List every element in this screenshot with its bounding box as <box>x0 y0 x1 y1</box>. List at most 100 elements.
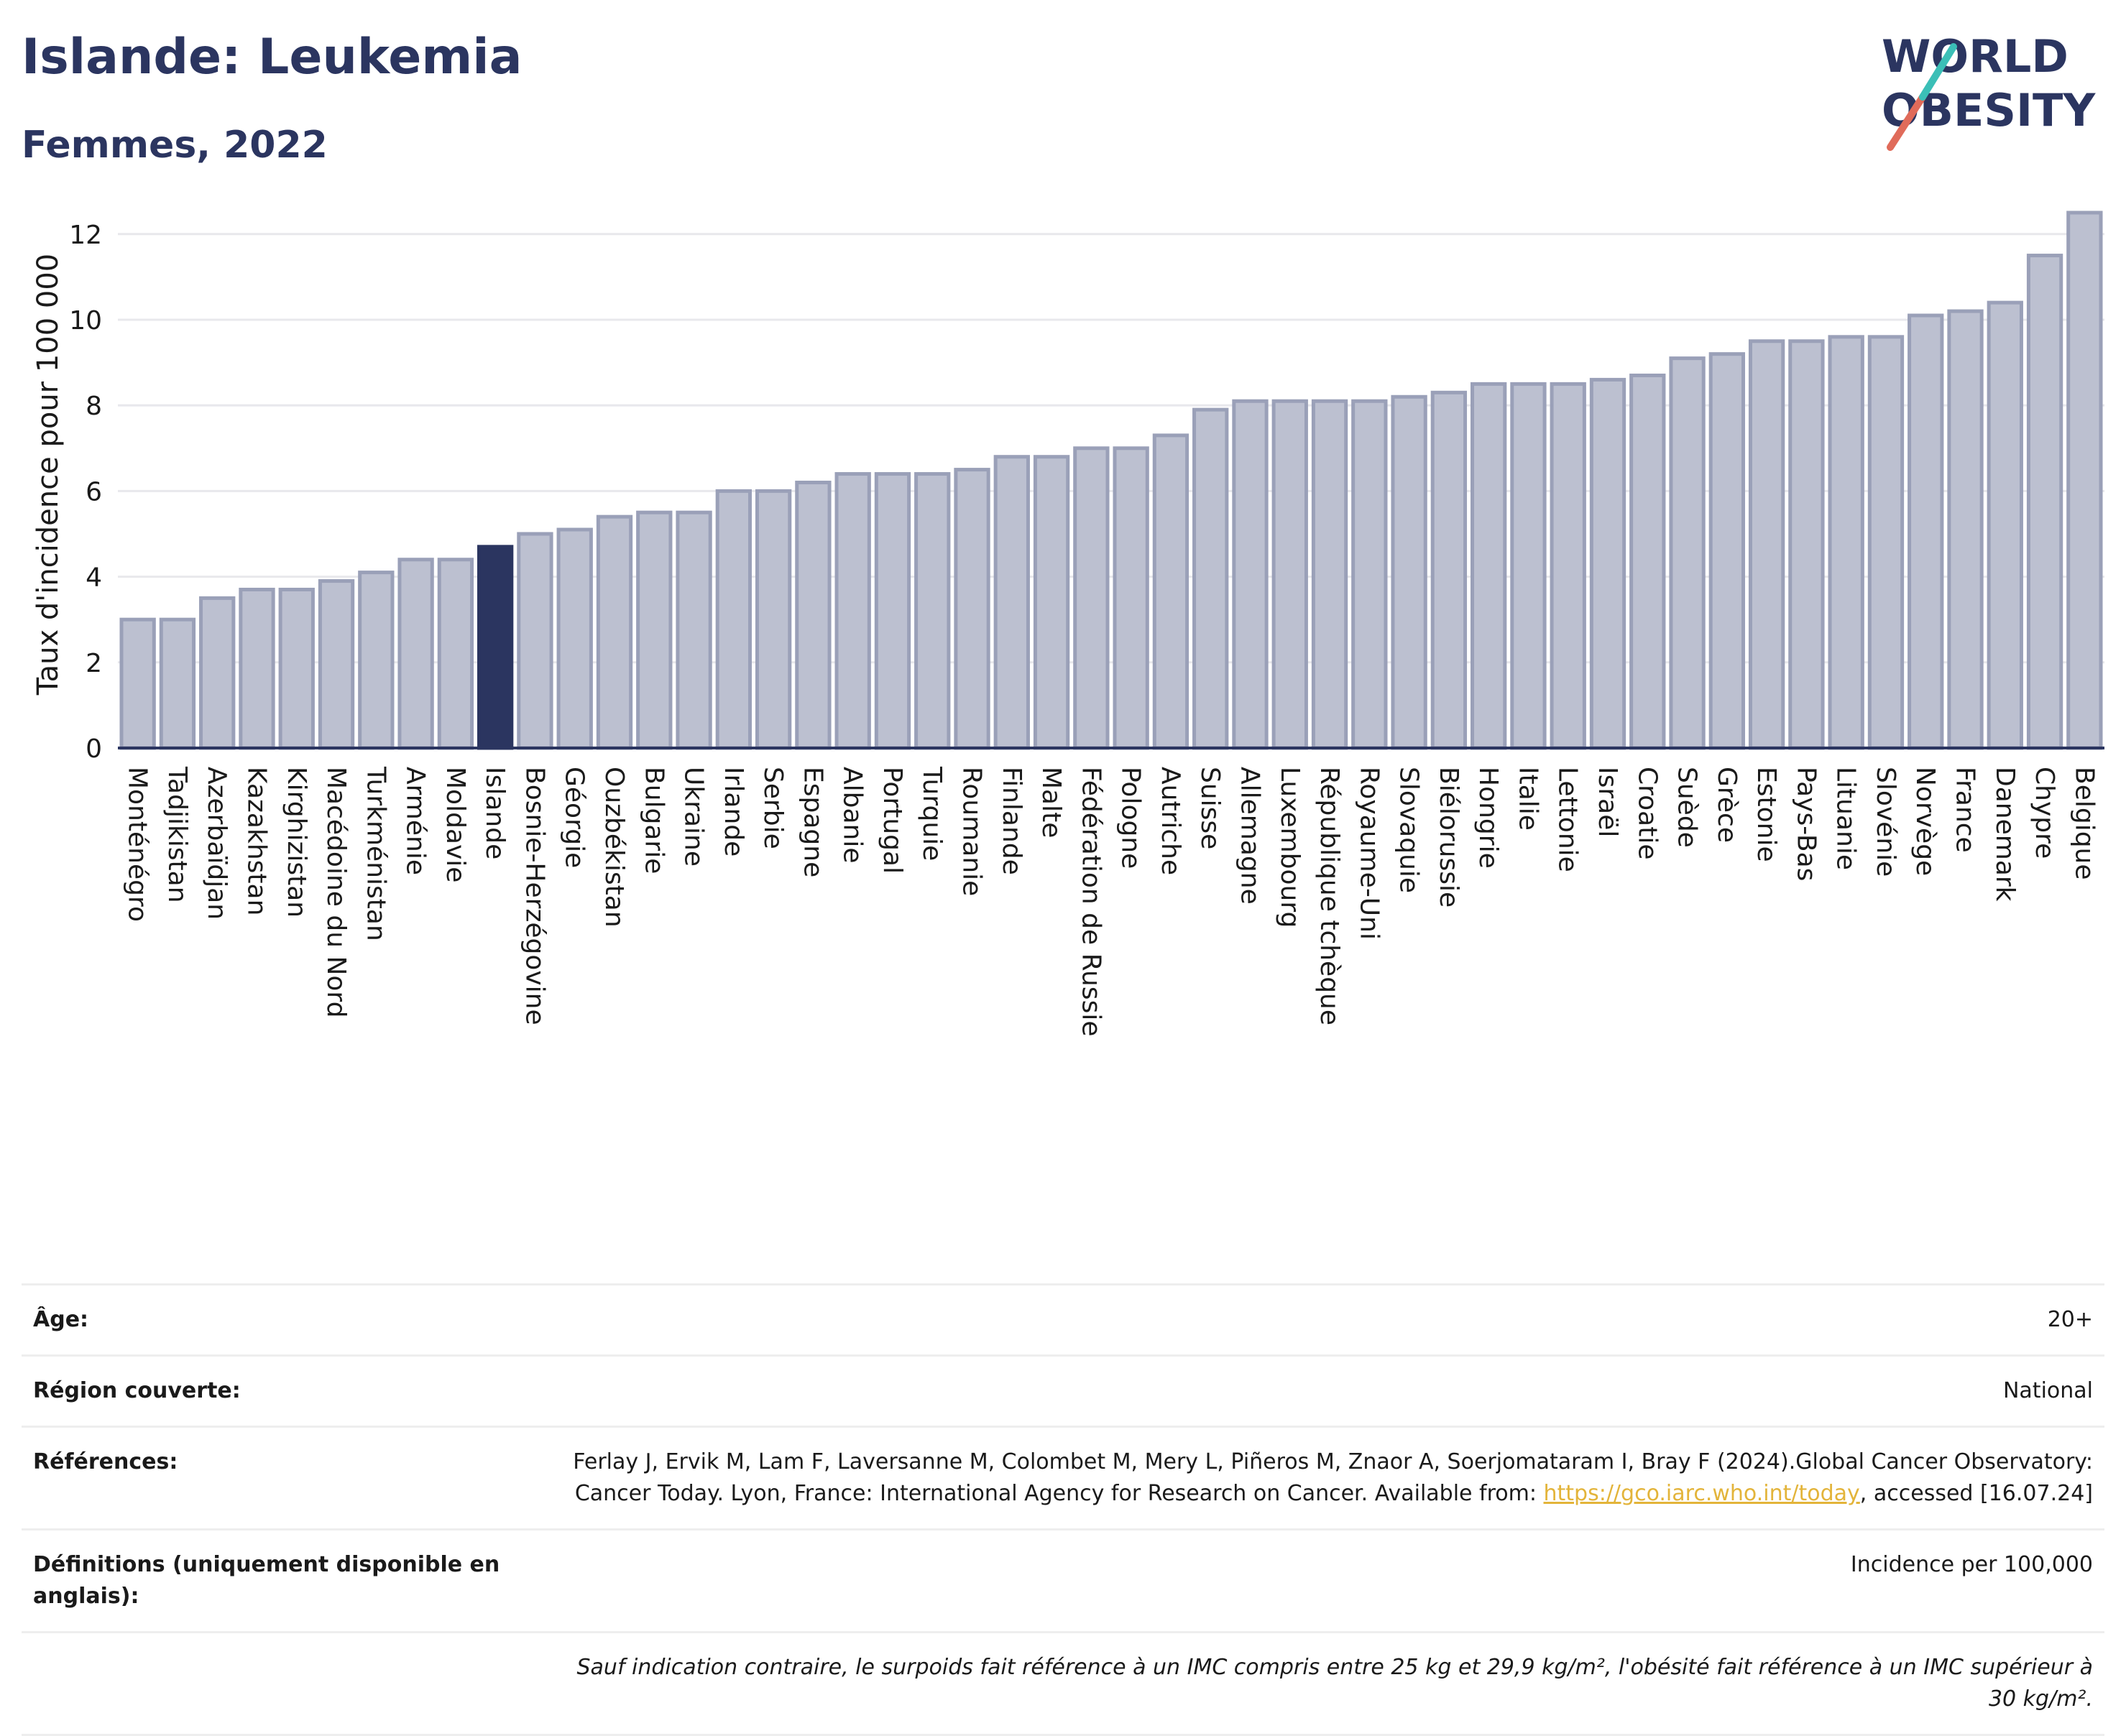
x-tick-label: Islande <box>480 767 510 859</box>
x-tick-label: Espagne <box>798 767 827 877</box>
x-tick-label: Géorgie <box>560 767 589 868</box>
age-value: 20+ <box>2047 1307 2093 1332</box>
bar-Lettonie <box>1550 382 1586 750</box>
x-tick-label: Slovaquie <box>1394 767 1424 893</box>
bar-Estonie <box>1748 339 1785 750</box>
bar-Slovaquie <box>1391 394 1427 750</box>
x-tick-label: Ukraine <box>679 767 709 867</box>
x-tick-label: Bulgarie <box>639 767 668 874</box>
region-label: Région couverte: <box>33 1378 241 1403</box>
y-tick-label: 4 <box>86 563 102 593</box>
bar-Espagne <box>795 480 832 750</box>
x-tick-label: Chypre <box>2030 767 2059 859</box>
logo-slash-lower <box>1887 93 1926 151</box>
bar-Turkménistan <box>358 571 395 750</box>
bar-Italie <box>1510 382 1547 750</box>
bar-Turquie <box>914 472 951 750</box>
x-tick-label: Serbie <box>758 767 788 849</box>
bar-Portugal <box>874 472 911 750</box>
references-value: Ferlay J, Ervik M, Lam F, Laversanne M, … <box>548 1446 2093 1510</box>
x-tick-label: Finlande <box>997 767 1026 875</box>
x-tick-label: République tchèque <box>1315 767 1344 1025</box>
x-tick-label: Fédération de Russie <box>1076 767 1105 1036</box>
world-obesity-logo: WORLD OBESITY <box>1882 30 2096 151</box>
x-tick-label: Turkménistan <box>361 766 390 941</box>
bar-Roumanie <box>954 468 990 750</box>
bar-Danemark <box>1987 300 2023 750</box>
x-tick-labels: Monténégro Tadjikistan Azerbaïdjan Kazakhst… <box>123 766 2099 1036</box>
x-tick-label: Malte <box>1036 767 1066 838</box>
info-row-definitions: Définitions (uniquement disponible en an… <box>22 1528 2104 1631</box>
bar-Israël <box>1589 377 1626 750</box>
x-tick-label: Arménie <box>401 767 431 875</box>
x-tick-label: Biélorussie <box>1434 767 1463 908</box>
y-tick-label: 8 <box>86 392 102 421</box>
x-tick-label: Albanie <box>838 767 868 864</box>
y-tick-label: 10 <box>69 306 102 336</box>
bar-Malte <box>1033 455 1070 750</box>
info-row-references: Références: Ferlay J, Ervik M, Lam F, La… <box>22 1426 2104 1528</box>
x-tick-label: Pologne <box>1116 767 1146 869</box>
bars <box>118 211 2104 750</box>
x-tick-label: Israël <box>1593 767 1622 837</box>
x-tick-label: Norvège <box>1910 767 1940 876</box>
bar-Finlande <box>993 455 1030 750</box>
x-tick-label: Azerbaïdjan <box>202 767 231 920</box>
bar-France <box>1947 309 1984 750</box>
info-row-region: Région couverte: National <box>22 1354 2104 1426</box>
bar-Belgique <box>2066 211 2103 750</box>
x-tick-label: Hongrie <box>1473 767 1503 869</box>
bar-Grèce <box>1708 352 1746 750</box>
bar-Géorgie <box>556 527 593 750</box>
y-axis-label: Taux d'incidence pour 100 000 <box>32 254 65 696</box>
bar-Slovénie <box>1867 335 1905 750</box>
y-tick-label: 0 <box>86 734 102 764</box>
x-tick-label: Irlande <box>719 767 748 857</box>
bar-Albanie <box>834 472 871 750</box>
info-row-note: Sauf indication contraire, le surpoids f… <box>22 1631 2104 1736</box>
bar-Kirghizistan <box>278 587 315 750</box>
bar-Norvège <box>1908 313 1944 750</box>
definitions-value: Incidence per 100,000 <box>1850 1552 2093 1577</box>
references-text: Ferlay J, Ervik M, Lam F, Laversanne M, … <box>573 1449 2093 1506</box>
x-tick-label: Pays-Bas <box>1791 767 1821 881</box>
bar-Serbie <box>755 489 792 750</box>
y-tick-label: 2 <box>86 649 102 678</box>
region-value: National <box>2002 1378 2093 1403</box>
bar-Suède <box>1669 356 1706 750</box>
x-tick-label: Luxembourg <box>1275 767 1304 928</box>
x-tick-label: Portugal <box>878 767 907 874</box>
references-accessed: , accessed [16.07.24] <box>1859 1481 2093 1506</box>
bar-Autriche <box>1152 433 1189 750</box>
bar-Tadjikistan <box>159 617 196 750</box>
info-row-age: Âge: 20+ <box>22 1283 2104 1354</box>
x-tick-label: Roumanie <box>957 767 987 896</box>
references-link[interactable]: https://gco.iarc.who.int/today <box>1543 1481 1860 1506</box>
logo-slash-upper <box>1919 43 1957 101</box>
x-tick-label: Belgique <box>2069 767 2099 880</box>
x-tick-label: Allemagne <box>1235 767 1264 905</box>
x-tick-label: Ouzbékistan <box>599 767 629 928</box>
bar-Pays-Bas <box>1788 339 1825 750</box>
bar-Pologne <box>1113 446 1149 750</box>
x-tick-label: Lettonie <box>1553 767 1583 872</box>
x-tick-label: Kirghizistan <box>282 767 311 918</box>
page-title: Islande: Leukemia <box>22 29 523 86</box>
bar-Croatie <box>1629 373 1666 750</box>
x-tick-label: Moldavie <box>441 767 470 882</box>
bar-Bulgarie <box>636 510 673 750</box>
x-tick-label: Monténégro <box>123 767 152 922</box>
bar-Azerbaïdjan <box>199 596 236 750</box>
bar-Arménie <box>397 558 434 750</box>
bar-Chypre <box>2026 254 2063 750</box>
y-tick-label: 6 <box>86 477 102 507</box>
bar-Kazakhstan <box>239 587 275 750</box>
bar-Moldavie <box>437 558 474 750</box>
age-label: Âge: <box>33 1307 89 1332</box>
bar-Fédération de Russie <box>1073 446 1110 750</box>
x-tick-label: Suisse <box>1195 767 1225 849</box>
x-tick-label: Suède <box>1672 767 1702 848</box>
info-table: Âge: 20+ Région couverte: National Référ… <box>22 1283 2104 1736</box>
x-tick-label: Slovénie <box>1871 767 1900 877</box>
logo-line1: WORLD <box>1882 30 2069 83</box>
